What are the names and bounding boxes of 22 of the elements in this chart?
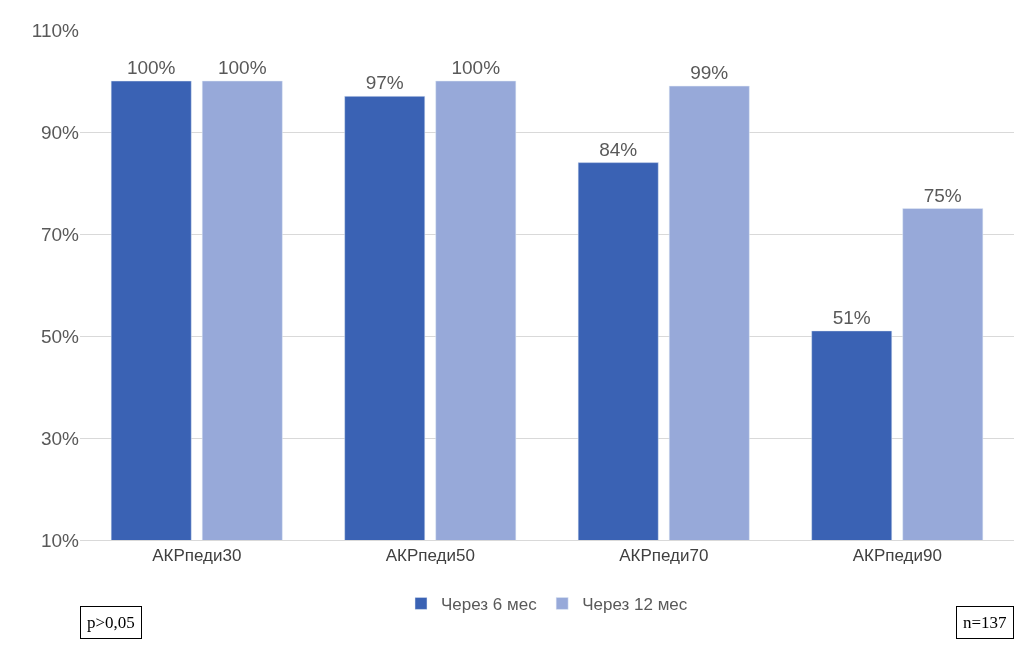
data-label: 51% <box>832 306 871 328</box>
data-label: 97% <box>365 72 404 94</box>
x-tick-label: АКРпеди70 <box>619 546 709 566</box>
data-label: 100% <box>451 57 501 78</box>
legend-label: Через 6 мес <box>441 595 538 615</box>
x-tick-label: АКРпеди90 <box>852 546 942 566</box>
data-label: 84% <box>599 138 638 160</box>
legend-label: Через 12 мес <box>582 595 688 615</box>
data-label: 100% <box>217 57 267 78</box>
data-label: 99% <box>690 62 729 84</box>
y-tick-label: 30% <box>40 427 80 449</box>
text: n=137 <box>963 613 1008 632</box>
y-tick-label: 110% <box>31 19 80 41</box>
data-label: 100% <box>126 57 176 78</box>
y-tick-label: 70% <box>40 223 80 245</box>
x-tick-label: АКРпеди30 <box>152 546 242 566</box>
y-tick-label: 90% <box>40 121 80 143</box>
x-tick-label: АКРпеди50 <box>385 546 475 566</box>
y-tick-label: 50% <box>40 325 80 347</box>
text: p>0,05 <box>87 613 135 632</box>
y-tick-label: 10% <box>40 529 80 551</box>
data-label: 75% <box>923 184 962 206</box>
